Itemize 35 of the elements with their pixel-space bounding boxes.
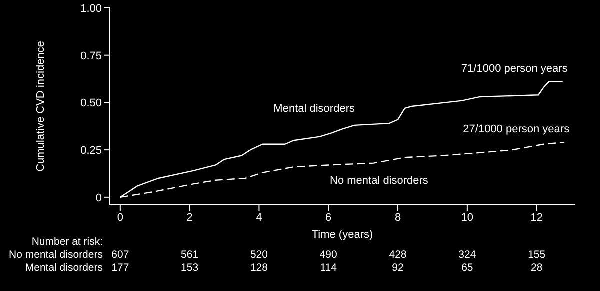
y-tick-label: 0.50 — [80, 98, 102, 110]
series-label: Mental disorders — [274, 103, 356, 115]
x-tick-label: 0 — [117, 212, 124, 224]
annotation: 71/1000 person years — [461, 62, 568, 75]
text: 28 — [530, 262, 544, 274]
text: 153 — [180, 262, 200, 274]
text: 607 — [112, 249, 130, 261]
text: 177 — [112, 262, 130, 274]
x-tick-label: 10 — [461, 212, 474, 224]
y-tick-label: 0 — [96, 192, 102, 204]
x-tick-label: 8 — [394, 212, 402, 224]
text: 428 — [388, 249, 408, 261]
x-tick-label: 2 — [186, 212, 193, 224]
annotation: 27/1000 person years — [463, 123, 570, 136]
x-tick-label: 4 — [256, 212, 262, 224]
y-tick-label: 0.75 — [80, 50, 102, 62]
text: Mental disorders — [25, 262, 103, 274]
text: 561 — [180, 249, 200, 261]
text: 65 — [460, 262, 474, 274]
text: 128 — [249, 262, 269, 274]
text: 155 — [527, 249, 547, 261]
text: 92 — [391, 262, 405, 274]
text: 114 — [319, 262, 338, 274]
text: Number at risk: — [32, 236, 103, 248]
y-tick-label: 0.25 — [80, 144, 102, 157]
x-axis-title: Time (years) — [312, 229, 374, 241]
series-label: No mental disorders — [330, 175, 429, 187]
text: 324 — [458, 249, 478, 261]
x-tick-label: 6 — [326, 212, 332, 224]
text: 490 — [318, 249, 338, 261]
text: 520 — [249, 249, 269, 261]
x-tick-label: 12 — [530, 212, 543, 224]
y-axis-title: Cumulative CVD incidence — [34, 41, 47, 172]
y-tick-label: 1.00 — [80, 2, 102, 15]
text: No mental disorders — [9, 249, 103, 261]
